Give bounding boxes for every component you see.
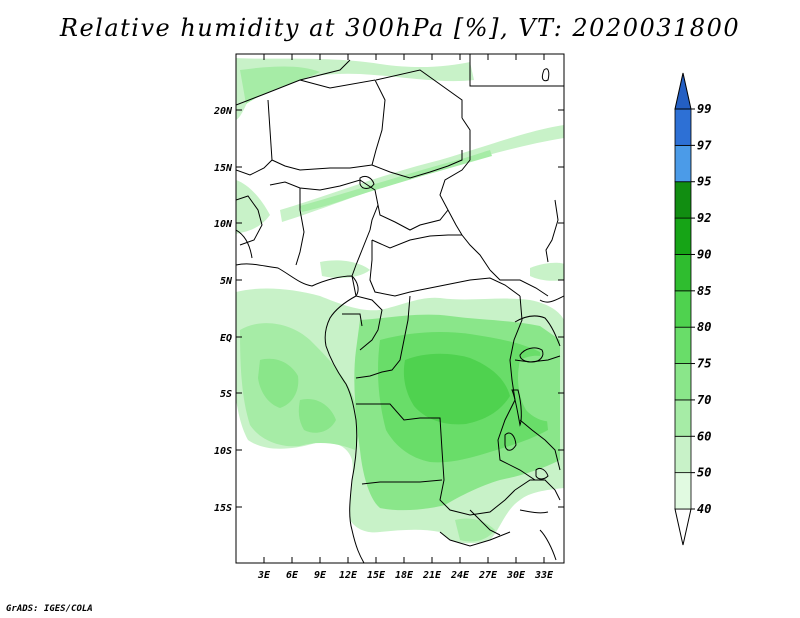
colorbar: 40 50 60 70 75 80 85 90 92 95 97 99 xyxy=(674,72,712,546)
colorbar-box xyxy=(674,472,692,510)
map-frame xyxy=(235,53,565,564)
lon-label: 30E xyxy=(506,570,526,581)
colorbar-box xyxy=(674,326,692,364)
lon-label: 15E xyxy=(367,570,386,581)
colorbar-top-arrow xyxy=(674,72,692,110)
country-borders xyxy=(236,54,564,563)
lat-label: 15N xyxy=(214,163,233,174)
humidity-shading xyxy=(236,58,564,544)
colorbar-level-label: 99 xyxy=(697,102,711,116)
lat-label: 5S xyxy=(220,389,232,400)
colorbar-level-label: 97 xyxy=(697,138,712,152)
lon-label: 24E xyxy=(450,570,470,581)
lon-label: 21E xyxy=(422,570,442,581)
colorbar-labels: 40 50 60 70 75 80 85 90 92 95 97 99 xyxy=(691,102,712,516)
colorbar-box xyxy=(674,399,692,437)
colorbar-level-label: 60 xyxy=(697,429,711,443)
colorbar-box xyxy=(674,363,692,401)
colorbar-level-label: 70 xyxy=(697,393,711,407)
colorbar-level-label: 85 xyxy=(697,284,711,298)
colorbar-box xyxy=(674,290,692,328)
lon-label: 12E xyxy=(339,570,358,581)
colorbar-box xyxy=(674,435,692,474)
lon-label: 6E xyxy=(286,570,299,581)
colorbar-level-label: 92 xyxy=(697,211,711,225)
lon-labels: 3E 6E 9E 12E 15E 18E 21E 24E 27E 30E 33E xyxy=(257,570,554,581)
lat-label: EQ xyxy=(220,333,232,344)
lon-label: 18E xyxy=(395,570,414,581)
lat-labels: 20N 15N 10N 5N EQ 5S 10S 15S xyxy=(213,106,233,514)
lon-label: 27E xyxy=(478,570,498,581)
lat-label: 5N xyxy=(220,276,233,287)
lat-label: 10N xyxy=(214,219,233,230)
lon-ticks xyxy=(263,54,545,563)
colorbar-box xyxy=(674,254,692,292)
lon-label: 9E xyxy=(314,570,327,581)
colorbar-box xyxy=(674,181,692,219)
lon-label: 33E xyxy=(534,570,554,581)
colorbar-box xyxy=(674,217,692,255)
lat-label: 20N xyxy=(213,106,233,117)
colorbar-level-label: 40 xyxy=(697,502,711,516)
lon-label: 3E xyxy=(257,570,271,581)
colorbar-box xyxy=(674,144,692,183)
colorbar-bottom-arrow xyxy=(674,508,692,546)
colorbar-level-label: 75 xyxy=(697,357,711,371)
colorbar-boxes xyxy=(674,72,692,546)
colorbar-level-label: 50 xyxy=(697,466,711,480)
colorbar-level-label: 80 xyxy=(697,320,711,334)
colorbar-level-label: 95 xyxy=(697,175,711,189)
lat-ticks xyxy=(236,109,564,508)
colorbar-box xyxy=(674,108,692,146)
colorbar-level-label: 90 xyxy=(697,247,711,261)
credit-text: GrADS: IGES/COLA xyxy=(6,604,93,614)
lat-label: 10S xyxy=(214,446,232,457)
lat-label: 15S xyxy=(214,503,232,514)
map-title: Relative humidity at 300hPa [%], VT: 202… xyxy=(59,14,741,42)
